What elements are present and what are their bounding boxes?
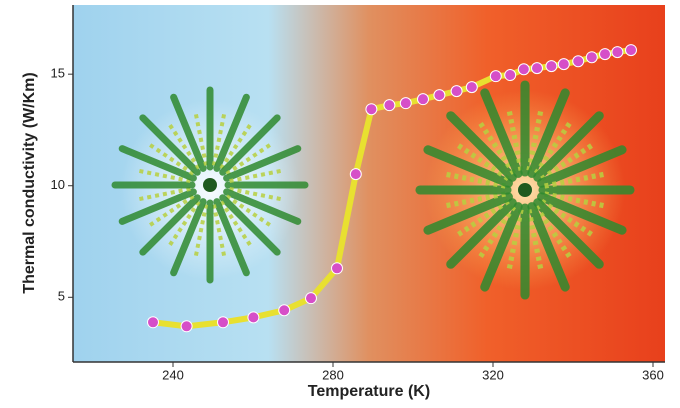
spoke: [229, 168, 285, 184]
spoke: [544, 191, 608, 209]
data-point: [417, 93, 429, 106]
spoke: [193, 110, 209, 166]
spoke: [446, 198, 517, 269]
spoke: [145, 141, 195, 176]
data-point: [147, 316, 159, 329]
spoke: [527, 88, 570, 178]
data-point: [180, 320, 193, 333]
spoke: [219, 200, 254, 250]
spoke: [225, 194, 275, 229]
spoke: [537, 145, 627, 188]
x-tick-label: 320: [482, 367, 504, 382]
spoke: [446, 111, 517, 182]
data-point: [517, 63, 530, 76]
spoke: [170, 198, 207, 277]
spoke: [533, 198, 604, 269]
data-point: [585, 51, 598, 64]
spoke: [213, 93, 250, 172]
x-tick-label: 280: [322, 367, 344, 382]
spoke: [170, 93, 207, 172]
spoke: [219, 194, 281, 256]
data-point: [531, 62, 543, 75]
y-tick-label: 5: [58, 289, 65, 304]
spoke: [476, 118, 517, 175]
spoke: [540, 141, 597, 182]
spoke: [139, 114, 201, 176]
data-point: [489, 70, 502, 83]
spoke: [453, 141, 510, 182]
spoke: [145, 194, 195, 229]
data-point: [572, 55, 585, 68]
spoke: [166, 120, 201, 170]
data-point: [504, 69, 517, 82]
data-point: [365, 103, 378, 116]
spoke: [135, 186, 191, 202]
data-point: [450, 85, 463, 98]
spoke: [533, 111, 604, 182]
spoke: [442, 171, 506, 189]
spoke: [423, 145, 513, 188]
data-point: [305, 292, 317, 305]
spoke: [453, 198, 510, 239]
data-point: [383, 99, 396, 112]
spoke: [537, 192, 627, 235]
atom: [203, 178, 217, 192]
spoke: [442, 191, 506, 209]
data-point: [545, 60, 558, 73]
data-point: [331, 262, 343, 275]
y-axis-title: Thermal conductivity (W/Km): [21, 72, 38, 293]
spoke: [526, 209, 544, 273]
spoke: [480, 88, 523, 178]
data-point: [611, 46, 624, 59]
spoke: [480, 202, 523, 292]
data-point: [399, 97, 412, 110]
data-point: [433, 89, 446, 102]
atom: [518, 183, 532, 197]
spoke: [193, 204, 209, 260]
spoke: [223, 145, 302, 182]
spoke: [211, 110, 227, 166]
spoke: [223, 188, 302, 225]
data-point: [465, 81, 478, 94]
spoke: [526, 107, 544, 171]
x-axis-title: Temperature (K): [308, 383, 430, 400]
spoke: [166, 200, 201, 250]
spoke: [423, 192, 513, 235]
x-tick-label: 240: [162, 367, 184, 382]
spoke: [219, 114, 281, 176]
spoke: [139, 194, 201, 256]
spoke: [118, 145, 197, 182]
spoke: [476, 205, 517, 262]
spoke: [211, 204, 227, 260]
spoke: [527, 202, 570, 292]
spoke: [225, 141, 275, 176]
spoke: [213, 198, 250, 277]
data-point: [599, 48, 611, 61]
spoke: [506, 209, 524, 273]
y-tick-label: 10: [51, 177, 65, 192]
spoke: [219, 120, 254, 170]
spoke: [544, 171, 608, 189]
spoke: [135, 168, 191, 184]
data-point: [278, 304, 291, 317]
data-point: [247, 311, 260, 324]
data-point: [557, 58, 570, 71]
y-tick-label: 15: [51, 66, 65, 81]
spoke: [118, 188, 197, 225]
molecule-illustration: [111, 80, 635, 300]
data-point: [625, 44, 637, 57]
x-tick-label: 360: [642, 367, 664, 382]
spoke: [533, 118, 574, 175]
spoke: [540, 198, 597, 239]
spoke: [533, 205, 574, 262]
data-point: [349, 168, 362, 181]
data-point: [217, 316, 229, 329]
spoke: [229, 186, 285, 202]
spoke: [506, 107, 524, 171]
